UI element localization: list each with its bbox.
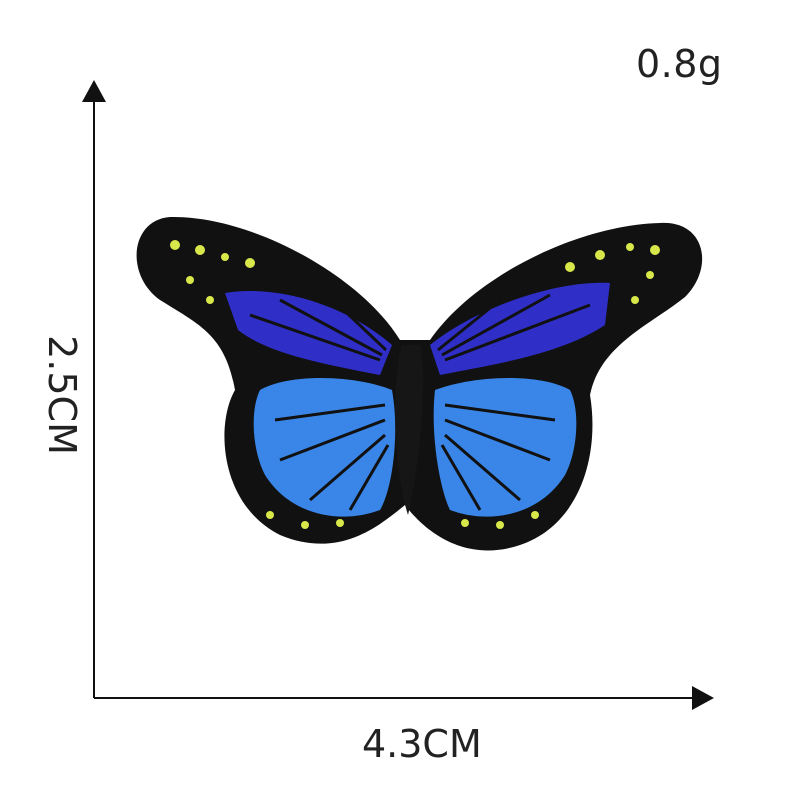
butterfly-patch-icon <box>136 216 703 551</box>
upper-wing-right <box>430 282 610 375</box>
lower-wing-right <box>433 377 577 517</box>
lower-wing-left <box>253 377 396 517</box>
width-label: 4.3CM <box>362 722 482 766</box>
height-arrow-head <box>82 80 106 102</box>
height-label: 2.5CM <box>40 335 84 455</box>
weight-label: 0.8g <box>636 42 723 86</box>
upper-wing-left <box>225 290 392 375</box>
butterfly-body <box>395 345 424 515</box>
width-arrow-head <box>692 686 714 710</box>
